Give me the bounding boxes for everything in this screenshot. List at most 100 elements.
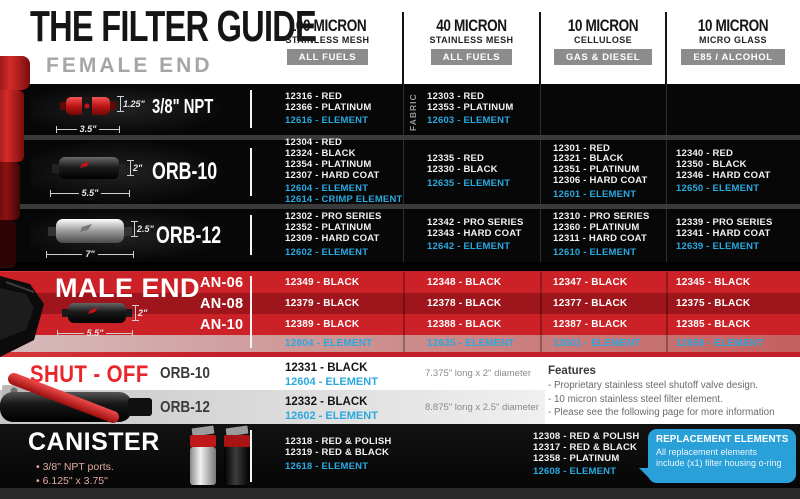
element-numbers: 12610 - ELEMENT — [553, 247, 666, 259]
part-line: 12308 - RED & POLISH — [533, 430, 640, 442]
table-row-npt: 3.5" 1.25" 3/8" NPT FABRIC 12316 - RED 12… — [0, 84, 800, 135]
row-separator — [0, 135, 800, 140]
part-line: 12343 - HARD COAT — [427, 227, 522, 239]
part-line: 12304 - RED — [285, 137, 343, 149]
replacement-elements-callout: REPLACEMENT ELEMENTS All replacement ele… — [639, 429, 796, 483]
element-number: 12601 - ELEMENT — [553, 338, 641, 349]
part-number: 12347 - BLACK — [553, 277, 628, 288]
part-line: 12307 - HARD COAT — [285, 169, 380, 181]
filter-cell: 12308 - RED & POLISH 12317 - RED & BLACK 1… — [533, 426, 639, 484]
fuel-badge: E85 / ALCOHOL — [681, 49, 785, 65]
part-number: 12379 - BLACK — [285, 298, 360, 309]
part-numbers: 12303 - RED 12353 - PLATINUM — [427, 91, 540, 114]
canister-title: CANISTER — [28, 428, 160, 456]
filter-cell: 12318 - RED & POLISH 12319 - RED & BLACK … — [285, 426, 391, 484]
label-divider — [250, 215, 252, 255]
filter-cell: 12339 - PRO SERIES 12341 - HARD COAT 1263… — [666, 209, 800, 262]
page-title: THE FILTER GUIDE — [30, 2, 317, 51]
bottom-strip — [0, 488, 800, 499]
part-line: 12354 - PLATINUM — [285, 158, 372, 170]
part-number: 12331 - BLACK — [285, 362, 368, 374]
column-header-10-micron-glass: 10 MICRON MICRO GLASS E85 / ALCOHOL — [666, 16, 800, 65]
part-line: 12301 - RED — [553, 142, 611, 154]
part-number: 12349 - BLACK — [285, 277, 360, 288]
filter-cell: 12310 - PRO SERIES 12360 - PLATINUM 12311 … — [540, 209, 666, 262]
female-end-table: 3.5" 1.25" 3/8" NPT FABRIC 12316 - RED 12… — [0, 84, 800, 262]
an10-row: 12389 - BLACK 12388 - BLACK 12387 - BLAC… — [0, 314, 800, 335]
part-line: 12339 - PRO SERIES — [676, 216, 773, 228]
element-line: 12601 - ELEMENT — [553, 188, 637, 200]
element-line: 12614 - CRIMP ELEMENT — [285, 194, 403, 206]
black-inline-filter-photo — [52, 155, 126, 186]
element-line: 12650 - ELEMENT — [676, 183, 760, 195]
filter-cell: 12304 - RED 12324 - BLACK 12354 - PLATINUM… — [252, 137, 403, 206]
part-numbers: 12301 - RED 12321 - BLACK 12351 - PLATINUM… — [553, 142, 666, 187]
bullet-line: 6.125" x 3.75" — [36, 474, 114, 488]
male-end-title: MALE END — [55, 273, 200, 303]
filter-cell: 12340 - RED 12350 - BLACK 12346 - HARD COA… — [666, 140, 800, 204]
element-line: 12608 - ELEMENT — [533, 466, 617, 478]
label-divider — [250, 430, 252, 482]
row-label: 3/8" NPT — [152, 96, 214, 118]
width-dimension: 5.5" — [50, 188, 130, 198]
filter-cell: 12342 - PRO SERIES 12343 - HARD COAT 1264… — [403, 209, 540, 262]
part-line: 12316 - RED — [285, 90, 343, 102]
header-separator — [539, 12, 541, 84]
part-number: 12378 - BLACK — [427, 298, 502, 309]
element-numbers: 12601 - ELEMENT — [553, 188, 666, 201]
part-line: 12311 - HARD COAT — [553, 233, 648, 244]
filter-cell-empty — [666, 84, 800, 135]
part-line: 12341 - HARD COAT — [676, 227, 771, 239]
part-number: 12388 - BLACK — [427, 319, 502, 330]
height-dimension: 2.5" — [131, 221, 154, 237]
part-line: 12358 - PLATINUM — [533, 452, 620, 464]
element-line: 12616 - ELEMENT — [285, 115, 369, 127]
part-line: 12309 - HARD COAT — [285, 233, 380, 244]
column-header-100-micron: 100 MICRON STAINLESS MESH ALL FUELS — [252, 16, 403, 65]
element-numbers: 12618 - ELEMENT — [285, 461, 391, 473]
size-note: 7.375" long x 2" diameter — [425, 368, 532, 379]
male-element-row: 12604 - ELEMENT 12635 - ELEMENT 12601 - … — [0, 335, 800, 352]
part-line: 12353 - PLATINUM — [427, 101, 514, 113]
shutoff-section: SHUT - OFF ORB-10 12331 - BLACK 12604 - … — [0, 357, 800, 424]
an08-label: AN-08 — [200, 296, 244, 312]
part-line: 12335 - RED — [427, 153, 485, 165]
female-end-label: FEMALE END — [46, 54, 213, 77]
element-numbers: 12602 - ELEMENT — [285, 247, 403, 259]
an08-row: 12379 - BLACK 12378 - BLACK 12377 - BLAC… — [0, 293, 800, 314]
bullet-line: 3/8" NPT ports. — [36, 460, 114, 474]
part-line: 12350 - BLACK — [676, 158, 747, 170]
canister-specs: 3/8" NPT ports.6.125" x 3.75" — [36, 460, 114, 488]
shutoff-orb10-label: ORB-10 — [160, 365, 210, 382]
column-divider — [666, 84, 667, 262]
part-number: 12375 - BLACK — [676, 298, 751, 309]
header-separator — [402, 12, 404, 84]
filter-cell: 12303 - RED 12353 - PLATINUM 12603 - ELEM… — [403, 84, 540, 135]
element-numbers: 12608 - ELEMENT — [533, 466, 639, 478]
features-title: Features — [548, 365, 596, 377]
part-line: 12346 - HARD COAT — [676, 169, 771, 181]
column-header-10-micron-cellulose: 10 MICRON CELLULOSE GAS & DIESEL — [540, 16, 666, 65]
part-line: 12342 - PRO SERIES — [427, 216, 524, 228]
part-numbers: 12340 - RED 12350 - BLACK 12346 - HARD COA… — [676, 148, 800, 181]
shutoff-title: SHUT - OFF — [30, 361, 149, 388]
an10-label: AN-10 — [200, 317, 244, 333]
header-separator — [665, 12, 667, 84]
filter-cell: 12302 - PRO SERIES 12352 - PLATINUM 12309 … — [252, 209, 403, 262]
part-line: 12302 - PRO SERIES — [285, 211, 382, 223]
height-dimension: 2" — [127, 160, 142, 176]
part-numbers: 12339 - PRO SERIES 12341 - HARD COAT — [676, 216, 800, 240]
height-dimension: 1.25" — [117, 96, 145, 112]
size-note: 8.875" long x 2.5" diameter — [425, 402, 539, 413]
filter-cell: 12316 - RED 12366 - PLATINUM 12616 - ELEM… — [252, 84, 403, 135]
part-number: 12387 - BLACK — [553, 319, 628, 330]
red-inline-filter-photo — [60, 95, 116, 122]
part-line: 12330 - BLACK — [427, 164, 498, 176]
width-dimension: 5.5" — [57, 328, 133, 338]
part-line: 12306 - HARD COAT — [553, 174, 648, 186]
label-divider — [250, 90, 252, 128]
element-line: 12635 - ELEMENT — [427, 177, 511, 189]
male-black-filter-photo — [62, 302, 132, 329]
label-divider — [250, 148, 252, 196]
